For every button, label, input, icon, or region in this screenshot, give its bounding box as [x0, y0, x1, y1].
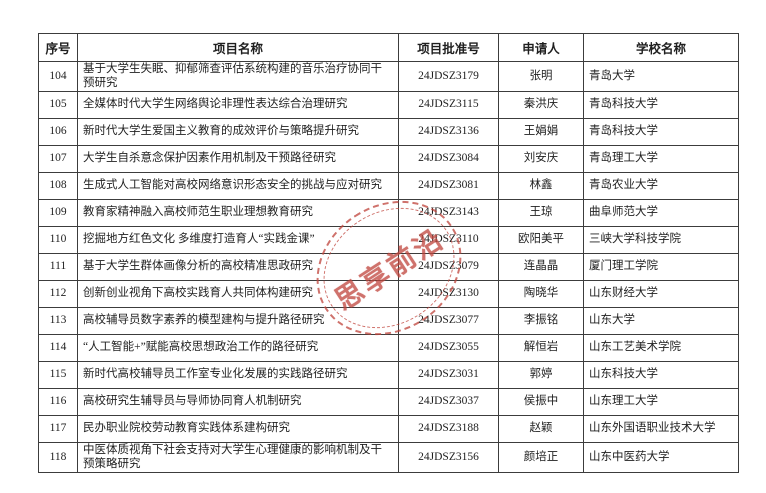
cell-project: 全媒体时代大学生网络舆论非理性表达综合治理研究	[77, 91, 399, 119]
table-row: 105 全媒体时代大学生网络舆论非理性表达综合治理研究 24JDSZ3115 秦…	[38, 91, 739, 119]
table-row: 104 基于大学生失眠、抑郁筛查评估系统构建的音乐治疗协同干预研究 24JDSZ…	[38, 61, 739, 92]
cell-project: 中医体质视角下社会支持对大学生心理健康的影响机制及干预策略研究	[77, 442, 399, 473]
table-row: 110 挖掘地方红色文化 多维度打造育人“实践金课” 24JDSZ3110 欧阳…	[38, 226, 739, 254]
cell-no: 108	[38, 172, 78, 200]
cell-project: 新时代大学生爱国主义教育的成效评价与策略提升研究	[77, 118, 399, 146]
table-row: 106 新时代大学生爱国主义教育的成效评价与策略提升研究 24JDSZ3136 …	[38, 118, 739, 146]
cell-applicant: 侯振中	[498, 388, 584, 416]
cell-no: 118	[38, 442, 78, 473]
table-row: 109 教育家精神融入高校师范生职业理想教育研究 24JDSZ3143 王琼 曲…	[38, 199, 739, 227]
cell-applicant: 陶晓华	[498, 280, 584, 308]
cell-grant-no: 24JDSZ3084	[398, 145, 499, 173]
cell-school: 青岛大学	[583, 61, 739, 92]
cell-grant-no: 24JDSZ3130	[398, 280, 499, 308]
cell-applicant: 解恒岩	[498, 334, 584, 362]
cell-school: 山东外国语职业技术大学	[583, 415, 739, 443]
cell-grant-no: 24JDSZ3115	[398, 91, 499, 119]
cell-no: 115	[38, 361, 78, 389]
cell-grant-no: 24JDSZ3077	[398, 307, 499, 335]
cell-grant-no: 24JDSZ3188	[398, 415, 499, 443]
cell-project: 新时代高校辅导员工作室专业化发展的实践路径研究	[77, 361, 399, 389]
cell-project: 高校研究生辅导员与导师协同育人机制研究	[77, 388, 399, 416]
table-row: 113 高校辅导员数字素养的模型建构与提升路径研究 24JDSZ3077 李振铭…	[38, 307, 739, 335]
table-row: 111 基于大学生群体画像分析的高校精准思政研究 24JDSZ3079 连晶晶 …	[38, 253, 739, 281]
table-row: 118 中医体质视角下社会支持对大学生心理健康的影响机制及干预策略研究 24JD…	[38, 442, 739, 473]
table-header-row: 序号 项目名称 项目批准号 申请人 学校名称	[38, 33, 739, 62]
project-grant-table: 序号 项目名称 项目批准号 申请人 学校名称 104 基于大学生失眠、抑郁筛查评…	[38, 33, 739, 473]
cell-grant-no: 24JDSZ3081	[398, 172, 499, 200]
cell-applicant: 连晶晶	[498, 253, 584, 281]
cell-no: 104	[38, 61, 78, 92]
cell-no: 111	[38, 253, 78, 281]
cell-grant-no: 24JDSZ3079	[398, 253, 499, 281]
table-row: 108 生成式人工智能对高校网络意识形态安全的挑战与应对研究 24JDSZ308…	[38, 172, 739, 200]
cell-school: 曲阜师范大学	[583, 199, 739, 227]
cell-grant-no: 24JDSZ3110	[398, 226, 499, 254]
cell-no: 106	[38, 118, 78, 146]
cell-grant-no: 24JDSZ3136	[398, 118, 499, 146]
cell-school: 山东中医药大学	[583, 442, 739, 473]
cell-grant-no: 24JDSZ3156	[398, 442, 499, 473]
cell-no: 113	[38, 307, 78, 335]
cell-grant-no: 24JDSZ3055	[398, 334, 499, 362]
cell-applicant: 秦洪庆	[498, 91, 584, 119]
cell-no: 117	[38, 415, 78, 443]
cell-applicant: 张明	[498, 61, 584, 92]
cell-no: 107	[38, 145, 78, 173]
cell-project: 教育家精神融入高校师范生职业理想教育研究	[77, 199, 399, 227]
cell-project: 挖掘地方红色文化 多维度打造育人“实践金课”	[77, 226, 399, 254]
cell-no: 105	[38, 91, 78, 119]
col-header-project: 项目名称	[77, 33, 399, 62]
cell-applicant: 郭婷	[498, 361, 584, 389]
col-header-grant-no: 项目批准号	[398, 33, 499, 62]
cell-applicant: 林鑫	[498, 172, 584, 200]
cell-school: 山东大学	[583, 307, 739, 335]
cell-school: 青岛科技大学	[583, 118, 739, 146]
cell-project: 基于大学生失眠、抑郁筛查评估系统构建的音乐治疗协同干预研究	[77, 61, 399, 92]
cell-no: 110	[38, 226, 78, 254]
cell-no: 116	[38, 388, 78, 416]
cell-school: 青岛科技大学	[583, 91, 739, 119]
table-row: 107 大学生自杀意念保护因素作用机制及干预路径研究 24JDSZ3084 刘安…	[38, 145, 739, 173]
cell-project: 创新创业视角下高校实践育人共同体构建研究	[77, 280, 399, 308]
cell-applicant: 欧阳美平	[498, 226, 584, 254]
cell-applicant: 王娟娟	[498, 118, 584, 146]
table-row: 117 民办职业院校劳动教育实践体系建构研究 24JDSZ3188 赵颖 山东外…	[38, 415, 739, 443]
cell-school: 山东理工大学	[583, 388, 739, 416]
cell-project: 高校辅导员数字素养的模型建构与提升路径研究	[77, 307, 399, 335]
cell-project: 民办职业院校劳动教育实践体系建构研究	[77, 415, 399, 443]
cell-school: 青岛理工大学	[583, 145, 739, 173]
cell-applicant: 王琼	[498, 199, 584, 227]
cell-applicant: 李振铭	[498, 307, 584, 335]
cell-school: 山东科技大学	[583, 361, 739, 389]
table-row: 114 “人工智能+”赋能高校思想政治工作的路径研究 24JDSZ3055 解恒…	[38, 334, 739, 362]
cell-applicant: 赵颖	[498, 415, 584, 443]
cell-project: 大学生自杀意念保护因素作用机制及干预路径研究	[77, 145, 399, 173]
cell-project: 基于大学生群体画像分析的高校精准思政研究	[77, 253, 399, 281]
cell-school: 山东财经大学	[583, 280, 739, 308]
cell-no: 114	[38, 334, 78, 362]
cell-grant-no: 24JDSZ3143	[398, 199, 499, 227]
cell-school: 青岛农业大学	[583, 172, 739, 200]
table-row: 116 高校研究生辅导员与导师协同育人机制研究 24JDSZ3037 侯振中 山…	[38, 388, 739, 416]
cell-grant-no: 24JDSZ3179	[398, 61, 499, 92]
cell-no: 109	[38, 199, 78, 227]
cell-project: “人工智能+”赋能高校思想政治工作的路径研究	[77, 334, 399, 362]
col-header-applicant: 申请人	[498, 33, 584, 62]
table-row: 115 新时代高校辅导员工作室专业化发展的实践路径研究 24JDSZ3031 郭…	[38, 361, 739, 389]
cell-school: 三峡大学科技学院	[583, 226, 739, 254]
cell-school: 山东工艺美术学院	[583, 334, 739, 362]
cell-applicant: 刘安庆	[498, 145, 584, 173]
cell-project: 生成式人工智能对高校网络意识形态安全的挑战与应对研究	[77, 172, 399, 200]
cell-school: 厦门理工学院	[583, 253, 739, 281]
cell-grant-no: 24JDSZ3037	[398, 388, 499, 416]
col-header-school: 学校名称	[583, 33, 739, 62]
cell-applicant: 颜培正	[498, 442, 584, 473]
cell-grant-no: 24JDSZ3031	[398, 361, 499, 389]
cell-no: 112	[38, 280, 78, 308]
table-row: 112 创新创业视角下高校实践育人共同体构建研究 24JDSZ3130 陶晓华 …	[38, 280, 739, 308]
col-header-no: 序号	[38, 33, 78, 62]
